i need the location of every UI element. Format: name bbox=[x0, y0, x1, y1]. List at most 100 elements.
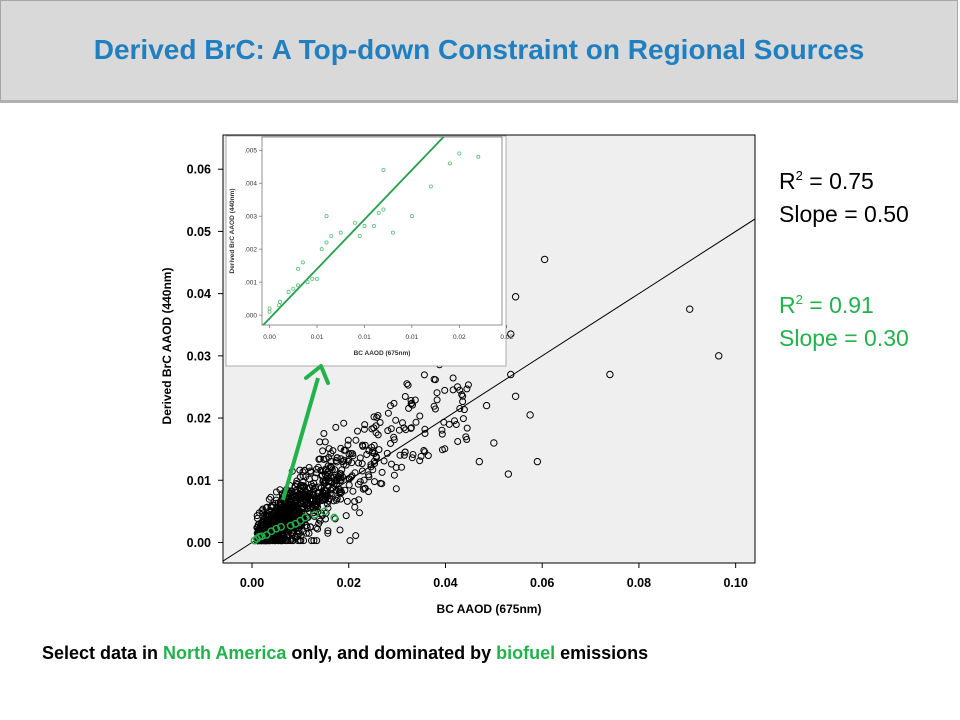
data-point bbox=[407, 424, 415, 432]
inset-data-point bbox=[338, 230, 343, 235]
data-point bbox=[403, 380, 411, 388]
data-point bbox=[441, 445, 449, 453]
data-point bbox=[511, 293, 520, 301]
data-point bbox=[407, 400, 415, 408]
data-point bbox=[332, 457, 340, 464]
data-point bbox=[324, 527, 332, 535]
slope-subset: Slope = 0.30 bbox=[779, 325, 909, 351]
data-point bbox=[370, 424, 378, 432]
title-bar: Derived BrC: A Top-down Constraint on Re… bbox=[0, 0, 958, 103]
black-points-layer bbox=[223, 218, 755, 562]
y-tick-label: 0.01 bbox=[187, 474, 211, 488]
data-point bbox=[276, 498, 284, 506]
data-point bbox=[408, 399, 416, 407]
data-point bbox=[273, 510, 281, 517]
r-squared-all: R2 = 0.75 bbox=[779, 168, 874, 194]
data-point bbox=[463, 436, 471, 443]
data-point bbox=[511, 392, 520, 400]
stats-all-data: R2 = 0.75 Slope = 0.50 bbox=[779, 165, 909, 231]
inset-data-point bbox=[300, 260, 305, 265]
inset-data-point bbox=[278, 299, 283, 304]
data-point bbox=[417, 452, 425, 460]
inset-y-tick-label: .005 bbox=[244, 148, 257, 155]
r-squared-subset: R2 = 0.91 bbox=[779, 292, 874, 318]
inset-x-tick-label: 0.01 bbox=[406, 334, 419, 341]
data-point bbox=[453, 383, 462, 391]
data-point bbox=[392, 464, 400, 471]
inset-y-tick-label: .003 bbox=[244, 214, 257, 221]
data-point bbox=[452, 421, 460, 428]
green-data-point bbox=[262, 531, 271, 539]
y-tick-label: 0.02 bbox=[187, 412, 211, 426]
data-point bbox=[533, 457, 542, 466]
data-point bbox=[313, 465, 320, 473]
inset-y-tick-label: .000 bbox=[244, 313, 257, 320]
data-point bbox=[331, 466, 339, 474]
data-point bbox=[279, 537, 287, 545]
data-point bbox=[398, 463, 406, 471]
data-point bbox=[375, 446, 383, 454]
data-point bbox=[490, 439, 498, 447]
y-tick-label: 0.06 bbox=[187, 163, 211, 177]
inset-data-point bbox=[381, 207, 386, 212]
inset-data-point bbox=[476, 154, 481, 159]
data-point bbox=[296, 473, 304, 481]
data-point bbox=[287, 502, 295, 510]
x-tick-label: 0.06 bbox=[530, 576, 554, 590]
inset-data-point bbox=[409, 214, 414, 219]
data-point bbox=[336, 526, 344, 534]
inset-data-point bbox=[329, 233, 334, 238]
data-point bbox=[504, 470, 513, 478]
inset-data-point bbox=[296, 266, 301, 271]
data-point bbox=[715, 352, 723, 360]
inset-data-point bbox=[428, 184, 433, 189]
data-point bbox=[267, 515, 275, 523]
data-point bbox=[313, 537, 321, 545]
data-point bbox=[371, 450, 378, 457]
data-point bbox=[349, 450, 356, 458]
data-point bbox=[346, 537, 354, 545]
x-tick-label: 0.00 bbox=[240, 576, 264, 590]
data-point bbox=[287, 536, 295, 544]
data-point bbox=[340, 419, 348, 427]
data-point bbox=[373, 413, 381, 421]
data-point bbox=[294, 504, 302, 512]
inset-fit-line bbox=[262, 137, 445, 325]
data-point bbox=[352, 436, 360, 444]
inset-x-tick-label: 0.02 bbox=[453, 334, 466, 341]
data-point bbox=[399, 419, 406, 427]
data-point bbox=[456, 405, 464, 412]
data-point bbox=[349, 487, 357, 495]
data-point bbox=[272, 488, 280, 496]
data-point bbox=[420, 447, 428, 454]
y-tick-label: 0.04 bbox=[187, 287, 211, 301]
data-point bbox=[360, 476, 368, 484]
data-point bbox=[387, 440, 394, 447]
fit-line bbox=[223, 218, 755, 562]
green-data-point bbox=[320, 507, 329, 516]
inset-data-point bbox=[310, 276, 315, 281]
data-point bbox=[433, 396, 441, 404]
inset-x-tick-label: 0.01 bbox=[311, 334, 324, 341]
data-point bbox=[374, 431, 382, 439]
data-point bbox=[296, 520, 304, 528]
data-point bbox=[409, 451, 417, 458]
data-point bbox=[316, 438, 324, 446]
data-point bbox=[430, 375, 438, 383]
data-point bbox=[325, 445, 333, 453]
green-data-point bbox=[301, 513, 310, 522]
data-point bbox=[305, 464, 313, 471]
data-point bbox=[378, 468, 386, 476]
data-point bbox=[387, 402, 394, 410]
inset-data-point bbox=[357, 233, 362, 238]
inset-plot: 0.00 0.01 0.01 0.01 0.02 0.02 .000 .001 .002 .003… bbox=[225, 135, 513, 367]
data-point bbox=[390, 471, 398, 479]
data-point bbox=[361, 421, 369, 429]
data-point bbox=[351, 498, 359, 505]
data-point bbox=[374, 412, 382, 419]
data-point bbox=[354, 427, 361, 435]
data-point bbox=[344, 441, 352, 449]
slide-title: Derived BrC: A Top-down Constraint on Re… bbox=[93, 34, 865, 65]
data-point bbox=[283, 504, 291, 512]
